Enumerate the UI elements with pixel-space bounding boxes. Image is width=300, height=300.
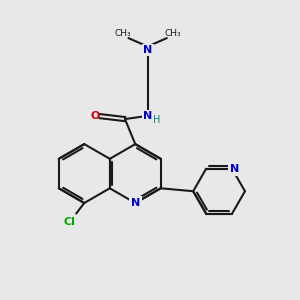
Text: N: N [131,198,140,208]
Text: N: N [143,111,152,121]
Text: Cl: Cl [64,217,76,227]
Text: N: N [230,164,240,174]
Text: H: H [153,115,160,125]
Text: N: N [143,45,152,55]
Text: O: O [91,111,100,121]
Text: CH₃: CH₃ [114,29,131,38]
Text: CH₃: CH₃ [164,29,181,38]
